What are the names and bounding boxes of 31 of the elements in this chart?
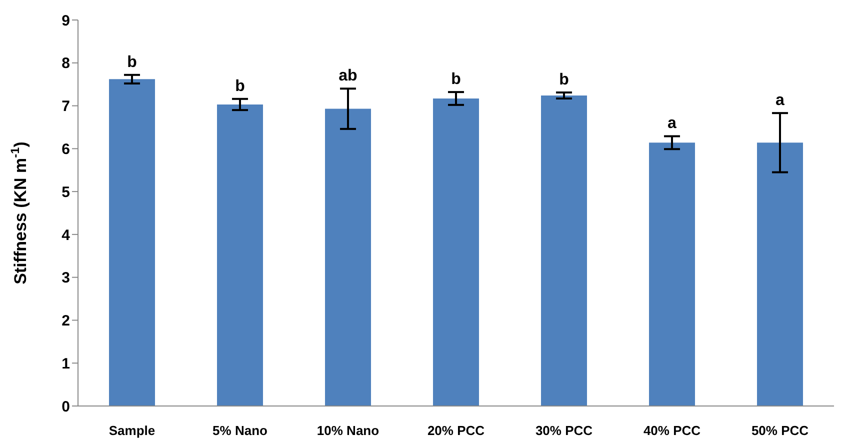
x-tick-label: 50% PCC [751,423,810,438]
y-tick-label: 0 [62,398,70,416]
annotation: b [559,71,570,88]
x-tick-label: 40% PCC [643,423,702,438]
y-tick-label: 5 [62,184,70,201]
x-tick-label: 5% Nano [212,423,268,438]
annotation: ab [338,68,358,85]
y-tick-label: 4 [62,226,71,244]
annotation: a [776,92,785,110]
annotation: b [235,78,246,95]
y-tick-label: 3 [62,270,70,287]
x-tick-label: Sample [108,423,156,438]
annotation: a [668,115,677,132]
y-tick-label: 1 [62,355,70,372]
x-tick-label: 20% PCC [427,423,486,438]
x-tick-label: 10% Nano [316,423,380,438]
y-tick-label: 8 [62,55,70,72]
bar [541,95,587,406]
bar [325,108,371,406]
y-tick-label: 2 [62,312,70,330]
bar [649,142,695,406]
y-tick-label: 7 [62,98,70,116]
x-tick-label: 30% PCC [535,423,594,438]
bar [217,104,263,406]
annotation: b [127,54,138,71]
bar [109,79,155,406]
bar [757,142,803,406]
bar [433,98,479,406]
y-tick-label: 6 [62,140,70,158]
y-tick-label: 9 [62,12,70,30]
annotation: b [451,71,462,88]
